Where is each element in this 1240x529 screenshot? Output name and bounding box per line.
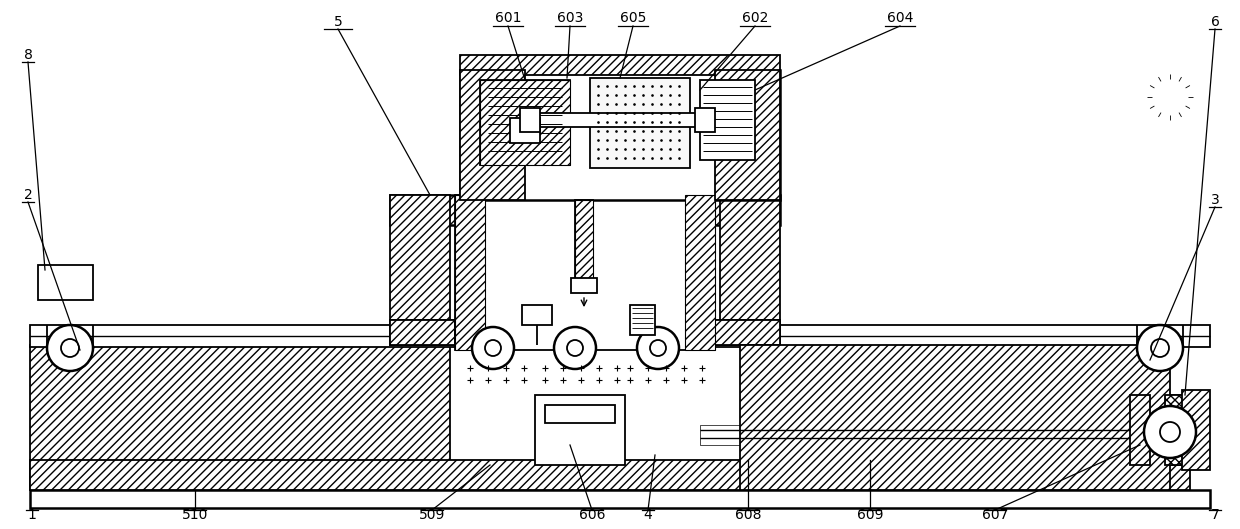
Circle shape xyxy=(1145,406,1197,458)
Bar xyxy=(534,395,625,465)
Bar xyxy=(701,425,1130,445)
Bar xyxy=(720,195,780,325)
Circle shape xyxy=(61,339,79,357)
Text: 605: 605 xyxy=(620,11,646,25)
Text: 2: 2 xyxy=(24,188,32,202)
Circle shape xyxy=(485,340,501,356)
Circle shape xyxy=(47,325,93,371)
Circle shape xyxy=(650,340,666,356)
Bar xyxy=(30,490,1210,508)
Bar xyxy=(520,108,539,132)
Bar xyxy=(546,405,615,423)
Bar xyxy=(391,320,780,345)
Bar xyxy=(460,70,525,200)
Bar xyxy=(715,70,780,200)
Text: 509: 509 xyxy=(419,508,445,522)
Circle shape xyxy=(1137,325,1183,371)
Text: 3: 3 xyxy=(1210,193,1219,207)
Bar xyxy=(510,118,539,143)
Text: 602: 602 xyxy=(742,11,769,25)
Bar xyxy=(694,108,715,132)
Text: 4: 4 xyxy=(644,508,652,522)
Text: 1: 1 xyxy=(27,508,36,522)
Bar xyxy=(30,345,450,490)
Circle shape xyxy=(1151,339,1169,357)
Bar xyxy=(460,70,780,200)
Bar xyxy=(30,325,1210,347)
Bar xyxy=(1166,395,1205,465)
Bar xyxy=(38,265,93,300)
Bar xyxy=(575,200,593,280)
Bar xyxy=(480,80,570,165)
Bar xyxy=(480,80,570,165)
Text: 603: 603 xyxy=(557,11,583,25)
Bar xyxy=(590,78,689,168)
Bar xyxy=(391,195,780,225)
Text: 7: 7 xyxy=(1210,508,1219,522)
Bar xyxy=(740,345,1171,490)
Bar xyxy=(570,278,596,293)
Bar xyxy=(1130,395,1149,465)
Bar xyxy=(701,80,755,160)
Bar xyxy=(455,195,485,350)
Text: 607: 607 xyxy=(982,508,1008,522)
Circle shape xyxy=(472,327,515,369)
Bar xyxy=(715,320,780,345)
Circle shape xyxy=(637,327,680,369)
Text: 5: 5 xyxy=(334,15,342,29)
Bar xyxy=(455,195,715,350)
Bar xyxy=(30,460,1190,490)
Circle shape xyxy=(554,327,596,369)
Text: 6: 6 xyxy=(1210,15,1219,29)
Bar xyxy=(630,305,655,335)
Bar xyxy=(1130,395,1205,465)
Text: 609: 609 xyxy=(857,508,883,522)
Bar xyxy=(684,195,715,350)
Text: 510: 510 xyxy=(182,508,208,522)
Text: 601: 601 xyxy=(495,11,521,25)
Text: 604: 604 xyxy=(887,11,913,25)
Bar xyxy=(522,305,552,325)
Circle shape xyxy=(1159,422,1180,442)
Text: 608: 608 xyxy=(735,508,761,522)
Bar xyxy=(460,55,780,75)
Bar xyxy=(1182,390,1210,470)
Bar xyxy=(391,195,450,325)
Text: 606: 606 xyxy=(579,508,605,522)
Bar xyxy=(525,113,701,127)
Bar xyxy=(391,320,455,345)
Text: 8: 8 xyxy=(24,48,32,62)
Circle shape xyxy=(567,340,583,356)
Bar xyxy=(575,200,593,280)
